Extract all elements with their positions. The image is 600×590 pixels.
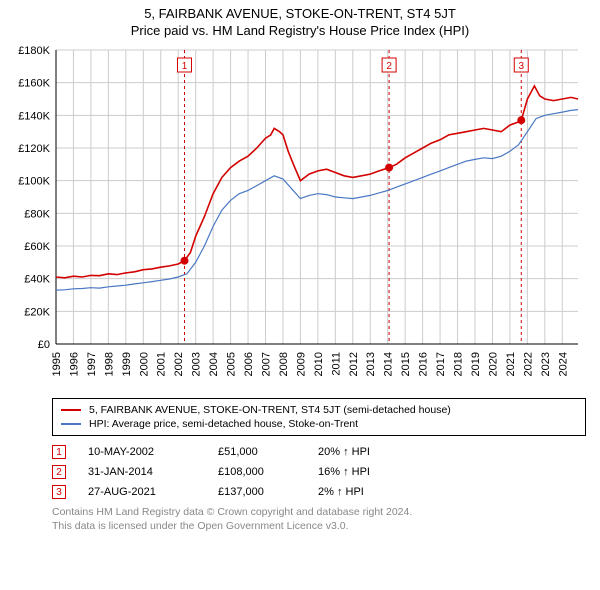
marker-table-row: 3 27-AUG-2021£137,0002% ↑ HPI [52, 482, 586, 502]
marker-table-badge: 3 [52, 485, 66, 499]
footer-attribution: Contains HM Land Registry data © Crown c… [52, 506, 586, 533]
y-tick-label: £60K [24, 241, 50, 253]
x-tick-label: 2014 [383, 352, 395, 376]
marker-dot [180, 257, 188, 265]
legend-item: HPI: Average price, semi-detached house,… [61, 417, 577, 431]
marker-price: £137,000 [218, 486, 318, 498]
x-tick-label: 1996 [68, 352, 80, 376]
marker-price: £108,000 [218, 466, 318, 478]
marker-table: 1 10-MAY-2002£51,00020% ↑ HPI 2 31-JAN-2014… [52, 442, 586, 502]
marker-table-badge: 2 [52, 465, 66, 479]
y-tick-label: £180K [18, 45, 50, 57]
line-chart: £0 £20K £40K £60K £80K £100K £120K £140K £160K £1… [8, 44, 588, 394]
x-tick-label: 2004 [208, 352, 220, 376]
marker-date: 31-JAN-2014 [88, 466, 218, 478]
title-subtitle: Price paid vs. HM Land Registry's House … [8, 23, 592, 38]
x-tick-label: 2008 [278, 352, 290, 376]
marker-dot [385, 164, 393, 172]
y-tick-label: £20K [24, 306, 50, 318]
x-tick-label: 2021 [505, 352, 517, 376]
x-tick-label: 2007 [260, 352, 272, 376]
marker-table-row: 2 31-JAN-2014£108,00016% ↑ HPI [52, 462, 586, 482]
x-tick-label: 2017 [435, 352, 447, 376]
legend-swatch [61, 423, 81, 425]
y-tick-label: £140K [18, 110, 50, 122]
title-block: 5, FAIRBANK AVENUE, STOKE-ON-TRENT, ST4 … [0, 0, 600, 40]
x-tick-label: 2020 [487, 352, 499, 376]
x-tick-label: 2000 [138, 352, 150, 376]
marker-pct: 20% ↑ HPI [318, 446, 586, 458]
marker-price: £51,000 [218, 446, 318, 458]
x-tick-label: 2013 [365, 352, 377, 376]
legend-label: 5, FAIRBANK AVENUE, STOKE-ON-TRENT, ST4 … [89, 403, 451, 417]
x-tick-label: 2018 [453, 352, 465, 376]
y-tick-label: £40K [24, 274, 50, 286]
marker-date: 27-AUG-2021 [88, 486, 218, 498]
footer-line-1: Contains HM Land Registry data © Crown c… [52, 506, 586, 520]
marker-table-badge: 1 [52, 445, 66, 459]
marker-date: 10-MAY-2002 [88, 446, 218, 458]
title-address: 5, FAIRBANK AVENUE, STOKE-ON-TRENT, ST4 … [8, 6, 592, 21]
x-tick-label: 2006 [243, 352, 255, 376]
x-tick-label: 2022 [522, 352, 534, 376]
marker-pct: 16% ↑ HPI [318, 466, 586, 478]
x-tick-label: 2010 [313, 352, 325, 376]
x-tick-label: 2011 [330, 352, 342, 376]
x-tick-label: 1999 [121, 352, 133, 376]
x-tick-label: 2015 [400, 352, 412, 376]
x-tick-label: 2019 [470, 352, 482, 376]
footer-line-2: This data is licensed under the Open Gov… [52, 520, 586, 534]
x-tick-label: 1997 [86, 352, 98, 376]
y-tick-label: £80K [24, 208, 50, 220]
x-tick-label: 2024 [557, 352, 569, 376]
x-tick-label: 2023 [540, 352, 552, 376]
marker-pct: 2% ↑ HPI [318, 486, 586, 498]
legend-item: 5, FAIRBANK AVENUE, STOKE-ON-TRENT, ST4 … [61, 403, 577, 417]
x-tick-label: 2016 [418, 352, 430, 376]
y-tick-label: £160K [18, 78, 50, 90]
y-tick-label: £120K [18, 143, 50, 155]
y-tick-label: £100K [18, 176, 50, 188]
x-tick-label: 1998 [103, 352, 115, 376]
x-tick-label: 2003 [191, 352, 203, 376]
marker-badge-num: 2 [386, 61, 392, 72]
x-tick-label: 2012 [348, 352, 360, 376]
x-tick-label: 2002 [173, 352, 185, 376]
x-tick-label: 1995 [51, 352, 63, 376]
marker-dot [517, 116, 525, 124]
legend-swatch [61, 409, 81, 411]
x-tick-label: 2001 [156, 352, 168, 376]
legend-label: HPI: Average price, semi-detached house,… [89, 417, 358, 431]
x-tick-label: 2005 [226, 352, 238, 376]
y-tick-label: £0 [38, 339, 50, 351]
marker-badge-num: 1 [182, 61, 188, 72]
chart-container: 5, FAIRBANK AVENUE, STOKE-ON-TRENT, ST4 … [0, 0, 600, 534]
marker-table-row: 1 10-MAY-2002£51,00020% ↑ HPI [52, 442, 586, 462]
x-tick-label: 2009 [295, 352, 307, 376]
legend: 5, FAIRBANK AVENUE, STOKE-ON-TRENT, ST4 … [52, 398, 586, 436]
marker-badge-num: 3 [518, 61, 524, 72]
chart-area: £0 £20K £40K £60K £80K £100K £120K £140K £160K £1… [8, 44, 592, 394]
